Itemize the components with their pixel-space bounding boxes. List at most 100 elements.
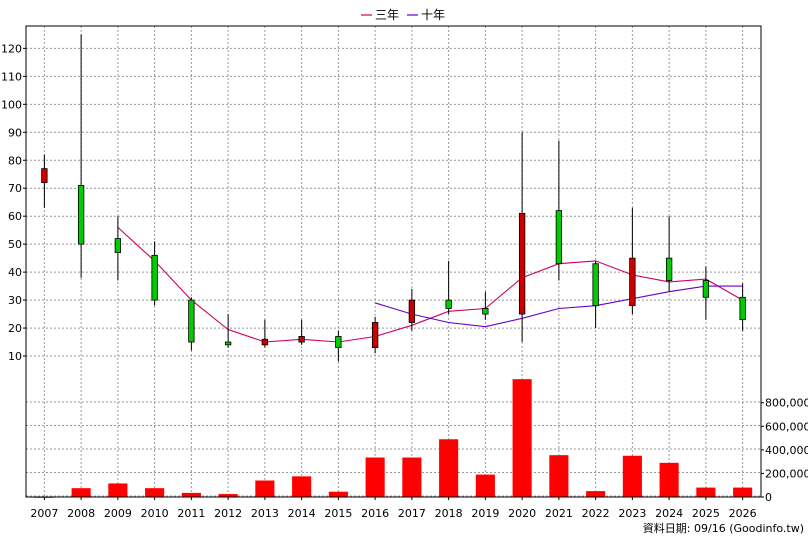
series-line-1: [374, 285, 743, 328]
legend-label-series-0: 三年: [375, 8, 399, 22]
candle: [629, 207, 636, 315]
legend: 三年 十年: [361, 8, 445, 22]
volume-bar: [622, 455, 642, 497]
footer-source: 資料日期: 09/16 (Goodinfo.tw): [643, 521, 804, 535]
candle-body: [739, 296, 746, 321]
volume-bar: [512, 379, 532, 497]
legend-label-series-1: 十年: [421, 8, 445, 22]
candle: [298, 319, 305, 345]
x-tick-label: 2021: [545, 507, 573, 520]
volume-bar: [181, 492, 201, 497]
candle-body: [482, 308, 489, 315]
volume-bar: [549, 455, 569, 497]
moving-average-lines: [117, 226, 743, 343]
x-tick-label: 2008: [67, 507, 95, 520]
volume-tick-label: 0: [765, 491, 772, 504]
x-tick-label: 2016: [361, 507, 389, 520]
candle-body: [592, 263, 599, 307]
candle-body: [77, 185, 85, 245]
x-tick-label: 2014: [288, 507, 316, 520]
volume-bar: [292, 476, 312, 497]
candle-body: [702, 280, 710, 298]
volume-bar: [255, 480, 275, 497]
x-tick-label: 2019: [471, 507, 499, 520]
volume-bar: [586, 491, 606, 497]
x-tick-label: 2018: [435, 507, 463, 520]
candle: [555, 140, 563, 281]
volume-bar: [402, 457, 422, 497]
candle: [224, 314, 232, 348]
volume-bars: [34, 379, 753, 498]
candle: [739, 283, 746, 331]
volume-bar: [218, 494, 238, 497]
candle-body: [188, 299, 195, 343]
volume-tick-label: 800,000: [765, 397, 808, 410]
x-tick-label: 2009: [104, 507, 132, 520]
price-tick-label: 10: [8, 350, 22, 363]
x-tick-label: 2012: [214, 507, 242, 520]
price-tick-label: 30: [8, 294, 22, 307]
x-tick-label: 2025: [692, 507, 720, 520]
candle-body: [298, 336, 305, 343]
axes: 10 20 30 40 50 60 70 80 90 100 110 120 0 200,000 400,0…: [1, 25, 808, 520]
candle: [77, 34, 85, 278]
candle: [445, 260, 452, 315]
volume-bar: [475, 474, 495, 497]
candle-body: [261, 338, 269, 346]
candle-body: [408, 299, 416, 323]
x-tick-label: 2017: [398, 507, 426, 520]
price-tick-label: 120: [1, 42, 22, 55]
x-tick-label: 2023: [618, 507, 646, 520]
candle: [188, 297, 195, 351]
volume-bar: [733, 487, 753, 497]
price-tick-label: 70: [8, 182, 22, 195]
candle: [518, 132, 526, 343]
candle-body: [665, 257, 673, 281]
candle: [261, 319, 269, 348]
volume-tick-label: 200,000: [765, 467, 808, 480]
candle-body: [445, 299, 452, 309]
candle: [335, 330, 342, 362]
candle: [371, 316, 379, 354]
price-tick-label: 20: [8, 322, 22, 335]
candle: [665, 216, 673, 292]
price-tick-label: 80: [8, 154, 22, 167]
price-tick-label: 50: [8, 238, 22, 251]
volume-tick-label: 400,000: [765, 444, 808, 457]
plot-frame: [25, 25, 762, 498]
candle-body: [224, 341, 232, 346]
volume-bar: [696, 487, 716, 497]
candlesticks: [41, 34, 746, 362]
volume-bar: [328, 491, 348, 497]
candle-body: [555, 210, 563, 265]
price-tick-label: 110: [1, 70, 22, 83]
volume-tick-label: 600,000: [765, 420, 808, 433]
candle: [702, 266, 710, 320]
volume-bar: [145, 488, 165, 497]
volume-bar: [108, 483, 128, 497]
candle-body: [335, 336, 342, 349]
volume-bar: [365, 457, 385, 497]
candle-body: [151, 254, 158, 301]
candle: [114, 216, 122, 281]
candle: [41, 154, 48, 208]
candle-body: [41, 168, 48, 184]
candle-body: [371, 322, 379, 349]
x-tick-label: 2020: [508, 507, 536, 520]
candle: [408, 288, 416, 331]
candle-body: [518, 212, 526, 315]
candle: [592, 260, 599, 329]
x-tick-label: 2007: [30, 507, 58, 520]
x-tick-label: 2022: [582, 507, 610, 520]
x-tick-label: 2026: [729, 507, 757, 520]
grid: [26, 26, 761, 497]
candle-body: [629, 257, 636, 307]
volume-bar: [439, 439, 459, 497]
x-tick-label: 2015: [324, 507, 352, 520]
x-tick-label: 2013: [251, 507, 279, 520]
volume-bar: [71, 488, 91, 497]
price-tick-label: 60: [8, 210, 22, 223]
x-tick-label: 2010: [141, 507, 169, 520]
candle: [482, 291, 489, 320]
